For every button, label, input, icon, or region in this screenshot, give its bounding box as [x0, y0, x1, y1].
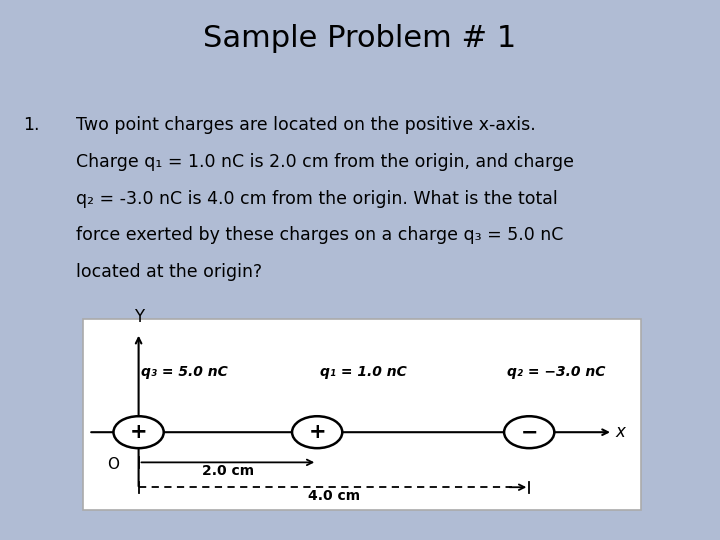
Text: Two point charges are located on the positive x-axis.: Two point charges are located on the pos… [76, 116, 536, 134]
Circle shape [504, 416, 554, 448]
Text: +: + [308, 422, 326, 442]
Text: q₂ = -3.0 nC is 4.0 cm from the origin. What is the total: q₂ = -3.0 nC is 4.0 cm from the origin. … [76, 190, 557, 207]
Text: −: − [521, 422, 538, 442]
Text: Y: Y [133, 308, 144, 326]
Text: force exerted by these charges on a charge q₃ = 5.0 nC: force exerted by these charges on a char… [76, 226, 563, 244]
Text: Sample Problem # 1: Sample Problem # 1 [203, 24, 517, 53]
Circle shape [114, 416, 163, 448]
Text: 4.0 cm: 4.0 cm [308, 489, 360, 503]
Text: +: + [130, 422, 148, 442]
Bar [83, 319, 641, 510]
Text: q₁ = 1.0 nC: q₁ = 1.0 nC [320, 365, 407, 379]
Text: Charge q₁ = 1.0 nC is 2.0 cm from the origin, and charge: Charge q₁ = 1.0 nC is 2.0 cm from the or… [76, 153, 574, 171]
Text: located at the origin?: located at the origin? [76, 263, 262, 281]
Text: 2.0 cm: 2.0 cm [202, 464, 254, 478]
Circle shape [292, 416, 342, 448]
Text: x: x [616, 423, 626, 441]
Text: O: O [107, 457, 120, 471]
Text: 1.: 1. [23, 116, 40, 134]
Text: q₃ = 5.0 nC: q₃ = 5.0 nC [141, 365, 228, 379]
Text: q₂ = −3.0 nC: q₂ = −3.0 nC [507, 365, 606, 379]
